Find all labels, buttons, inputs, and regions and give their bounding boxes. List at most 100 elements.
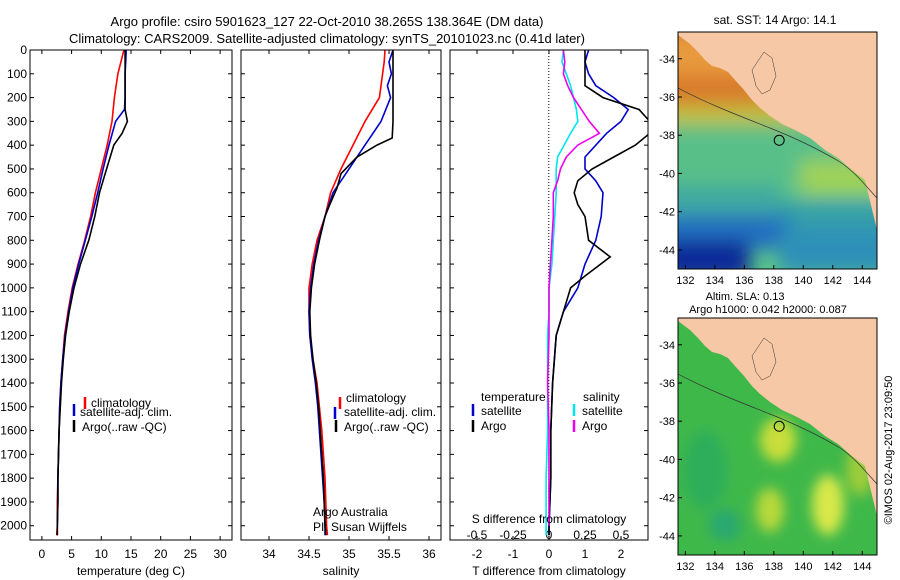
x-tick-label: 25 [184,547,198,561]
x-tick-label: 1 [582,547,589,561]
sst-isobath [678,87,877,199]
map-x-tick-label: 140 [794,275,812,287]
y-tick-label: 500 [7,162,27,176]
series-line [548,50,648,536]
temperature-axes-box [29,49,233,541]
map-y-tick-label: -38 [659,130,675,142]
top-x-tick-label: 0.5 [613,528,630,542]
y-tick-label: 2000 [0,519,27,533]
sst-map-box [677,31,878,270]
y-tick-label: 1200 [0,328,27,342]
header-line-1: Argo profile: csiro 5901623_127 22-Oct-2… [111,14,544,29]
legend-label-argo: Argo(..raw -QC) [344,420,429,434]
y-tick-label: 1400 [0,376,27,390]
map-x-tick-label: 136 [735,275,753,287]
legend-label-satellite: satellite-adj. clim. [344,405,436,419]
sst-map-title: sat. SST: 14 Argo: 14.1 [714,13,837,27]
y-tick-label: 900 [7,257,27,271]
map-x-tick-label: 140 [794,561,812,573]
legend-label-satellite: satellite-adj. clim. [80,405,172,419]
legend-label-sal-satellite: satellite [582,404,623,418]
salinity-lines [308,50,394,536]
temperature-lines [55,50,129,536]
sla-argo-marker [773,420,785,432]
sla-map-box [677,317,878,556]
map-x-tick-label: 138 [765,275,783,287]
legend-label-climatology: climatology [346,391,406,405]
legend-label-temp-argo: Argo [481,419,507,433]
sla-map-axes: 132 134 136 138 140 142 144 -34 -36 -38 -40 -42 -44 [659,340,871,573]
y-tick-label: 0 [20,43,27,57]
y-tick-label: 100 [7,67,27,81]
series-line [55,50,125,536]
map-x-tick-label: 132 [676,275,694,287]
series-line [548,50,630,536]
sla-land [678,318,877,516]
map-y-tick-label: -42 [659,493,675,505]
map-y-tick-label: -40 [659,454,675,466]
difference-axes-box [449,49,649,541]
credit-argo-australia: Argo Australia [313,505,388,519]
map-y-tick-label: -34 [659,54,675,66]
difference-legend: temperature salinity satellite Argo sate… [471,390,623,433]
x-tick-label: 15 [124,547,138,561]
salinity-legend: climatology satellite-adj. clim. Argo(..… [333,391,436,434]
map-x-tick-label: 132 [676,561,694,573]
legend-label-temp-satellite: satellite [481,404,522,418]
y-tick-label: 1800 [0,471,27,485]
x-tick-label: 0 [546,547,553,561]
x-tick-label: 2 [618,547,625,561]
y-tick-label: 1100 [1,305,27,319]
legend-header-salinity: salinity [583,390,620,404]
map-x-tick-label: 138 [765,561,783,573]
sst-gulf-land [751,51,777,95]
sla-map: Altim. SLA: 0.13 Argo h1000: 0.042 h2000… [659,291,878,573]
series-line [308,50,394,536]
top-x-tick-label: -0.5 [467,528,488,542]
map-y-tick-label: -38 [659,416,675,428]
x-tick-label: 34.5 [297,547,321,561]
sst-map-axes: 132 134 136 138 140 142 144 -34 -36 -38 -40 -42 -44 [659,54,871,287]
map-y-tick-label: -42 [659,207,675,219]
difference-x-axis: -2 -1 0 1 2-0.5 -0.25 0 0.25 0.5 [467,50,630,561]
y-tick-label: 800 [7,233,27,247]
map-y-tick-label: -34 [659,340,675,352]
series-line [56,50,127,536]
difference-xlabel: T difference from climatology [472,564,626,578]
x-tick-label: 36 [422,547,436,561]
temperature-xlabel: temperature (deg C) [77,564,185,578]
y-tick-label: 1700 [0,447,27,461]
map-y-tick-label: -44 [659,531,675,543]
sst-argo-marker [773,134,785,146]
sla-field [683,418,874,541]
credit-pi: PI: Susan Wijffels [313,520,407,534]
y-tick-label: 1900 [0,495,27,509]
sst-land [678,32,877,230]
top-x-tick-label: 0.25 [573,528,597,542]
header-line-2: Climatology: CARS2009. Satellite-adjuste… [69,31,585,46]
temperature-legend: climatology satellite-adj. clim. Argo(..… [72,396,172,434]
temperature-panel: 0100200300400500600700800900100011001200… [0,43,233,578]
sst-map: sat. SST: 14 Argo: 14.1 132 134 136 138 140 1… [659,13,878,287]
y-tick-label: 300 [7,114,27,128]
x-tick-label: 30 [213,547,227,561]
x-tick-label: 35 [342,547,356,561]
y-tick-label: 1600 [0,424,27,438]
sla-isobath [678,373,877,485]
series-line [308,50,386,536]
imos-credit: ©IMOS 02-Aug-2017 23:09:50 [883,376,895,525]
x-tick-label: 10 [95,547,109,561]
x-tick-label: 5 [68,547,75,561]
temperature-y-axis: 0 100 200 300 400 500 600 700 800 900 1000 1100 1200… [0,43,232,533]
x-tick-label: 34 [262,547,276,561]
map-y-tick-label: -40 [659,168,675,180]
x-tick-label: 35.5 [377,547,401,561]
map-x-tick-label: 134 [706,275,724,287]
difference-lines [545,50,648,536]
difference-top-xlabel: S difference from climatology [472,512,627,526]
salinity-axes-box [240,49,442,541]
y-tick-label: 600 [7,186,27,200]
map-y-tick-label: -44 [659,245,675,257]
legend-label-argo: Argo(..raw -QC) [82,420,167,434]
